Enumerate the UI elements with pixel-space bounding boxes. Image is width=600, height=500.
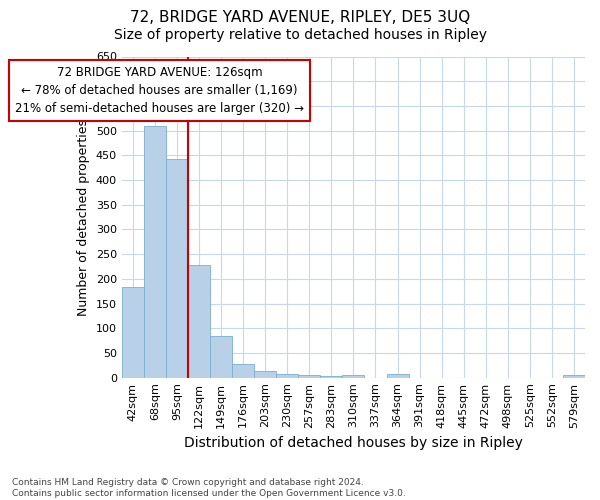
Bar xyxy=(122,288,144,378)
Text: Contains HM Land Registry data © Crown copyright and database right 2024.
Contai: Contains HM Land Registry data © Crown c… xyxy=(12,478,406,498)
Bar xyxy=(386,374,409,378)
Text: 72 BRIDGE YARD AVENUE: 126sqm
← 78% of detached houses are smaller (1,169)
21% o: 72 BRIDGE YARD AVENUE: 126sqm ← 78% of d… xyxy=(15,66,304,116)
Bar xyxy=(166,159,188,378)
Bar xyxy=(144,126,166,378)
Text: Size of property relative to detached houses in Ripley: Size of property relative to detached ho… xyxy=(113,28,487,42)
Bar xyxy=(254,372,276,378)
Text: 72, BRIDGE YARD AVENUE, RIPLEY, DE5 3UQ: 72, BRIDGE YARD AVENUE, RIPLEY, DE5 3UQ xyxy=(130,10,470,25)
Bar xyxy=(343,375,364,378)
X-axis label: Distribution of detached houses by size in Ripley: Distribution of detached houses by size … xyxy=(184,436,523,450)
Bar xyxy=(320,376,343,378)
Bar xyxy=(210,336,232,378)
Bar xyxy=(232,364,254,378)
Bar xyxy=(188,265,210,378)
Bar xyxy=(276,374,298,378)
Y-axis label: Number of detached properties: Number of detached properties xyxy=(77,118,91,316)
Bar xyxy=(298,375,320,378)
Bar xyxy=(563,375,585,378)
